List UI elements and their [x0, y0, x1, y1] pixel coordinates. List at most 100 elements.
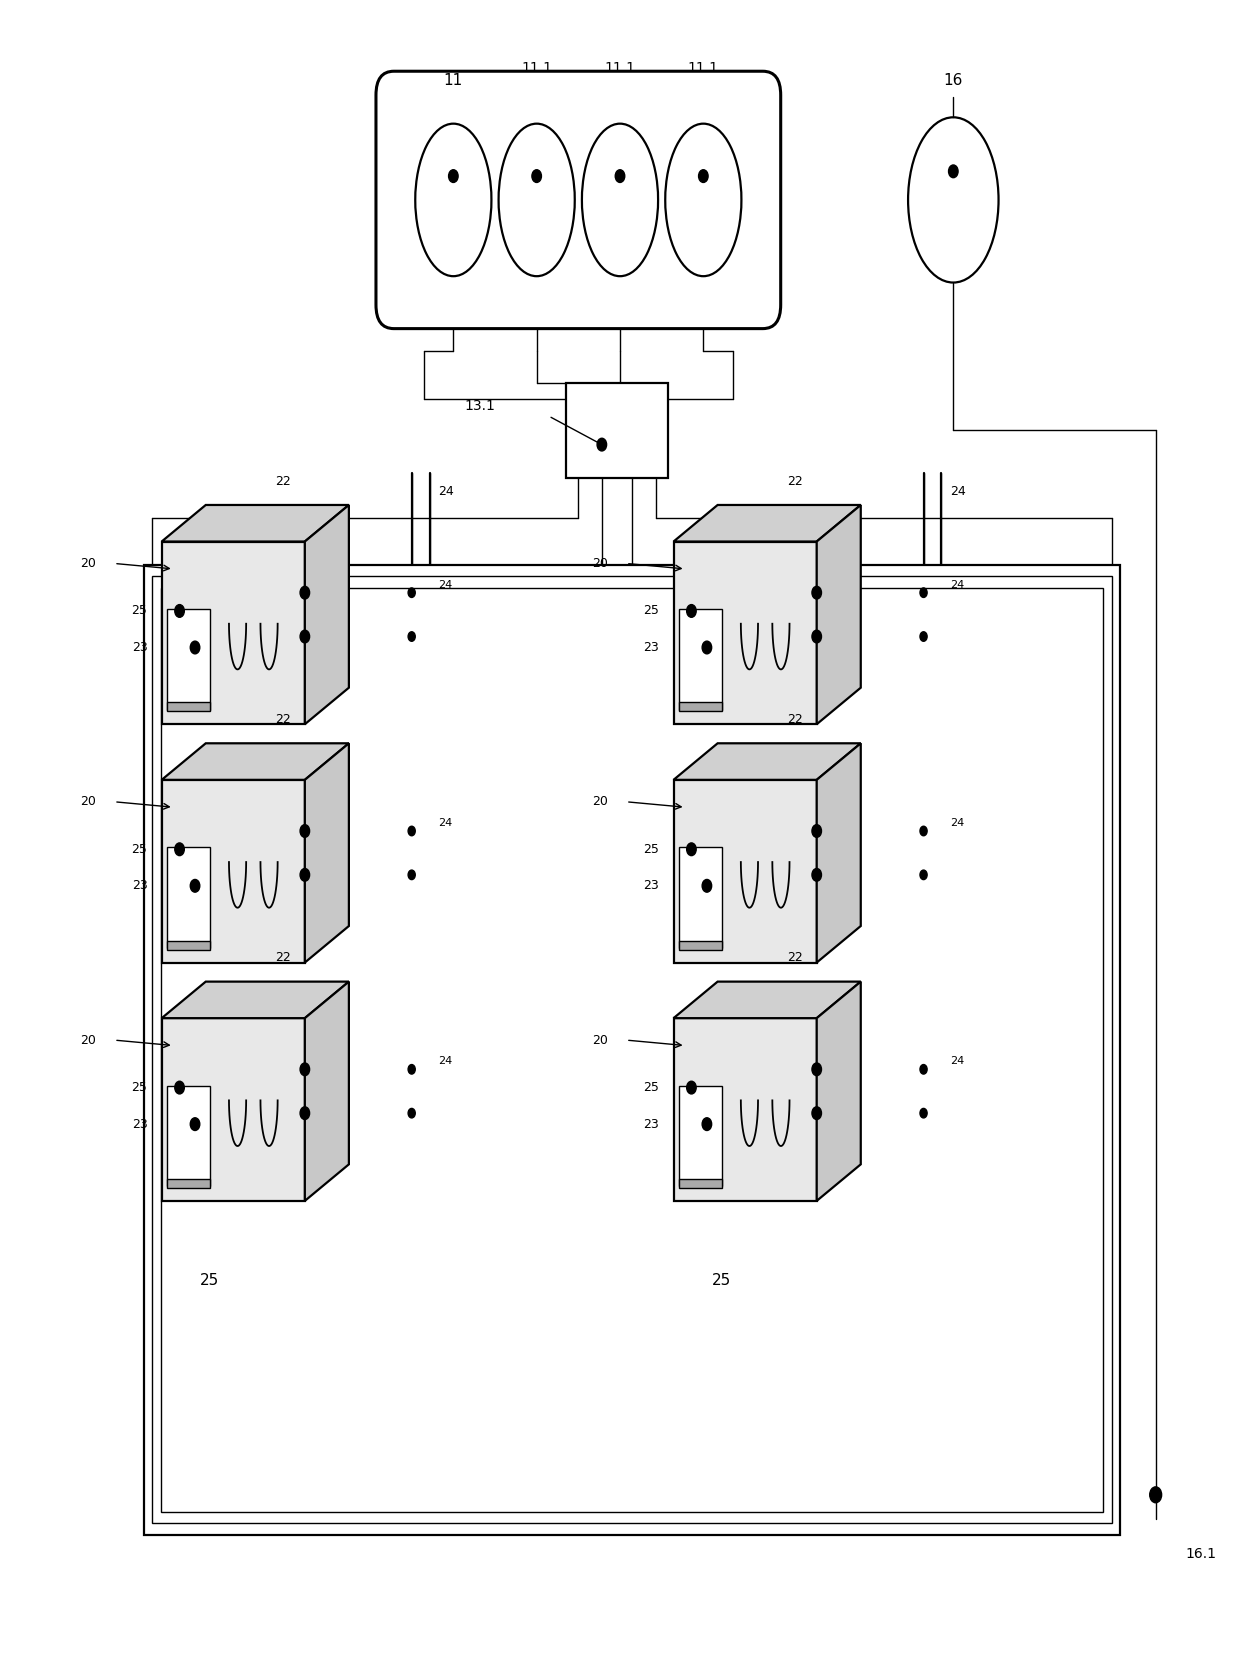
Circle shape [687, 1081, 696, 1094]
Bar [167, 1178, 211, 1188]
Text: 24: 24 [438, 1056, 453, 1066]
Bar [680, 1086, 722, 1187]
Text: 25: 25 [712, 1273, 730, 1288]
Text: 16: 16 [944, 73, 963, 88]
Circle shape [175, 1081, 185, 1094]
Circle shape [920, 871, 928, 879]
Circle shape [702, 1117, 712, 1130]
Text: 25: 25 [131, 842, 148, 856]
Text: 25: 25 [644, 842, 660, 856]
Text: 20: 20 [593, 558, 608, 569]
Circle shape [702, 640, 712, 654]
Text: 11: 11 [444, 73, 463, 88]
Text: 16.1: 16.1 [1185, 1546, 1216, 1561]
Circle shape [812, 631, 821, 642]
Text: 25: 25 [644, 1081, 660, 1094]
Text: 24: 24 [438, 818, 453, 828]
Text: 24: 24 [438, 485, 454, 498]
Bar [167, 702, 211, 712]
Circle shape [1149, 1486, 1162, 1503]
Text: 20: 20 [81, 1034, 97, 1046]
Text: 25: 25 [200, 1273, 219, 1288]
Bar [680, 940, 722, 950]
Text: 24: 24 [438, 579, 453, 589]
Circle shape [812, 586, 821, 599]
Text: 22: 22 [275, 952, 290, 965]
Bar [160, 588, 1104, 1513]
Circle shape [812, 1107, 821, 1119]
Text: 20: 20 [81, 558, 97, 569]
Text: 11.1: 11.1 [605, 61, 635, 74]
Circle shape [408, 1064, 415, 1074]
Text: 23: 23 [644, 879, 660, 892]
Circle shape [532, 170, 542, 182]
Bar [680, 847, 722, 948]
Bar [153, 576, 1111, 1523]
Circle shape [300, 631, 310, 642]
Bar [680, 702, 722, 712]
Circle shape [190, 879, 200, 892]
Polygon shape [161, 743, 348, 780]
Polygon shape [305, 743, 348, 963]
Polygon shape [161, 505, 348, 541]
Circle shape [687, 604, 696, 617]
Circle shape [408, 588, 415, 597]
FancyBboxPatch shape [376, 71, 781, 329]
Bar [680, 1178, 722, 1188]
Circle shape [812, 869, 821, 880]
Bar [673, 780, 817, 963]
Bar [161, 541, 305, 725]
Circle shape [920, 1064, 928, 1074]
Bar [167, 940, 211, 950]
Circle shape [190, 640, 200, 654]
Polygon shape [817, 981, 861, 1202]
Circle shape [920, 826, 928, 836]
Text: 25: 25 [131, 604, 148, 617]
Bar [680, 609, 722, 710]
Text: 25: 25 [131, 1081, 148, 1094]
Circle shape [175, 842, 185, 856]
Bar [673, 1018, 817, 1202]
Text: 13.1: 13.1 [464, 399, 495, 414]
Bar [167, 1086, 211, 1187]
Circle shape [702, 879, 712, 892]
Text: 20: 20 [593, 796, 608, 808]
Polygon shape [673, 743, 861, 780]
Polygon shape [817, 743, 861, 963]
Circle shape [190, 1117, 200, 1130]
Circle shape [615, 170, 625, 182]
Circle shape [949, 166, 959, 177]
Circle shape [300, 1063, 310, 1076]
Text: 22: 22 [275, 713, 290, 727]
Polygon shape [673, 981, 861, 1018]
Circle shape [449, 170, 458, 182]
Circle shape [300, 824, 310, 837]
Text: 23: 23 [644, 1117, 660, 1130]
Polygon shape [305, 505, 348, 725]
Text: 23: 23 [644, 640, 660, 654]
Polygon shape [305, 981, 348, 1202]
Text: 20: 20 [593, 1034, 608, 1046]
Text: 23: 23 [131, 1117, 148, 1130]
Circle shape [408, 826, 415, 836]
Circle shape [812, 1063, 821, 1076]
Text: 23: 23 [131, 879, 148, 892]
Text: 22: 22 [787, 713, 802, 727]
Circle shape [698, 170, 708, 182]
Bar [567, 382, 667, 478]
Circle shape [408, 1109, 415, 1117]
Bar [673, 541, 817, 725]
Polygon shape [817, 505, 861, 725]
Text: 11.1: 11.1 [521, 61, 552, 74]
Text: 11.1: 11.1 [688, 61, 719, 74]
Circle shape [598, 439, 606, 450]
Polygon shape [673, 505, 861, 541]
Circle shape [920, 1109, 928, 1117]
Text: 22: 22 [787, 475, 802, 488]
Circle shape [408, 871, 415, 879]
Text: 24: 24 [950, 485, 966, 498]
Bar [161, 780, 305, 963]
Circle shape [920, 588, 928, 597]
Circle shape [812, 824, 821, 837]
Circle shape [175, 604, 185, 617]
